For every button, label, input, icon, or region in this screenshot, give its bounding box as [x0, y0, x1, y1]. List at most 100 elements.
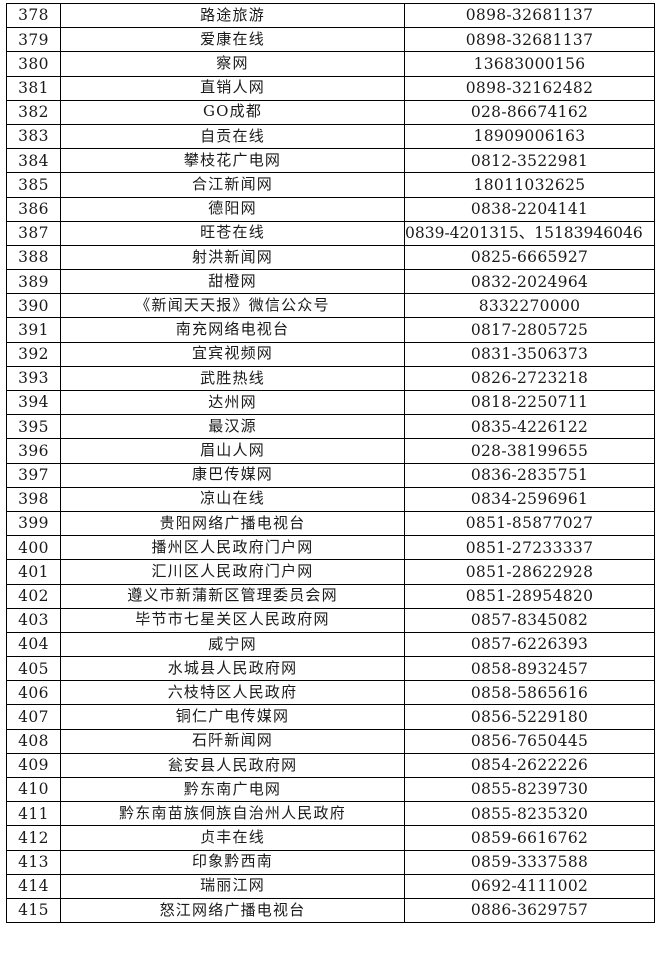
table-row: 379 爱康在线 0898-32681137 [6, 27, 655, 53]
table-row: 414 瑞丽江网 0692-4111002 [6, 873, 655, 899]
phone-number-cell: 13683000156 [404, 51, 655, 77]
organization-name-cell: 贵阳网络广播电视台 [60, 510, 405, 537]
phone-number-cell: 0859-6616762 [404, 825, 655, 851]
row-index-cell: 378 [6, 2, 61, 29]
organization-name-cell: 播州区人民政府门户网 [60, 535, 405, 561]
row-index-cell: 390 [6, 293, 61, 319]
row-index-cell: 392 [6, 341, 61, 367]
organization-name-cell: 凉山在线 [60, 486, 405, 512]
organization-name-cell: 贞丰在线 [60, 825, 405, 851]
table-row: 407 铜仁广电传媒网 0856-5229180 [6, 704, 655, 730]
row-index-cell: 403 [6, 607, 61, 633]
phone-number-cell: 0826-2723218 [404, 365, 655, 392]
organization-name-cell: 《新闻天天报》微信公众号 [60, 293, 405, 319]
row-index-cell: 404 [6, 631, 61, 658]
table-row: 411 黔东南苗族侗族自治州人民政府 0855-8235320 [6, 801, 655, 827]
row-index-cell: 400 [6, 535, 61, 561]
table-row: 400 播州区人民政府门户网 0851-27233337 [6, 535, 655, 561]
organization-name-cell: 康巴传媒网 [60, 462, 405, 488]
row-index-cell: 394 [6, 389, 61, 416]
row-index-cell: 384 [6, 148, 61, 174]
organization-name-cell: 石阡新闻网 [60, 728, 405, 754]
organization-name-cell: 察网 [60, 51, 405, 77]
phone-number-cell: 0834-2596961 [404, 486, 655, 512]
organization-name-cell: 遵义市新蒲新区管理委员会网 [60, 583, 405, 609]
row-index-cell: 413 [6, 849, 61, 875]
row-index-cell: 412 [6, 825, 61, 851]
table-body: 378 路途旅游 0898-32681137 379 爱康在线 0898-32681137… [6, 2, 655, 924]
table-row: 384 攀枝花广电网 0812-3522981 [6, 148, 655, 174]
table-row: 389 甜橙网 0832-2024964 [6, 269, 655, 295]
organization-name-cell: 眉山人网 [60, 438, 405, 464]
table-row: 388 射洪新闻网 0825-6665927 [6, 244, 655, 271]
row-index-cell: 385 [6, 172, 61, 198]
row-index-cell: 380 [6, 51, 61, 77]
row-index-cell: 415 [6, 897, 61, 924]
table-row: 404 威宁网 0857-6226393 [6, 631, 655, 658]
phone-number-cell: 0858-8932457 [404, 656, 655, 682]
phone-number-cell: 0851-28954820 [404, 583, 655, 609]
row-index-cell: 408 [6, 728, 61, 754]
phone-number-text: 0839-4201315、15183946046 [405, 224, 643, 243]
organization-name-cell: 直销人网 [60, 75, 405, 101]
table-row: 398 凉山在线 0834-2596961 [6, 486, 655, 512]
table-row: 390 《新闻天天报》微信公众号 8332270000 [6, 293, 655, 319]
table-row: 413 印象黔西南 0859-3337588 [6, 849, 655, 875]
table-row: 403 毕节市七星关区人民政府网 0857-8345082 [6, 607, 655, 633]
table-row: 395 最汉源 0835-4226122 [6, 414, 655, 440]
row-index-cell: 379 [6, 27, 61, 53]
table-row: 405 水城县人民政府网 0858-8932457 [6, 656, 655, 682]
table-row: 385 合江新闻网 18011032625 [6, 172, 655, 198]
organization-name-cell: 汇川区人民政府门户网 [60, 559, 405, 585]
row-index-cell: 409 [6, 752, 61, 779]
table-row: 387 旺苍在线 0839-4201315、15183946046 [6, 220, 655, 246]
phone-number-cell: 0856-5229180 [404, 704, 655, 730]
table-row: 409 瓮安县人民政府网 0854-2622226 [6, 752, 655, 779]
phone-number-cell: 0692-4111002 [404, 873, 655, 899]
table-row: 396 眉山人网 028-38199655 [6, 438, 655, 464]
organization-name-cell: 黔东南苗族侗族自治州人民政府 [60, 801, 405, 827]
organization-name-cell: 达州网 [60, 389, 405, 416]
organization-name-cell: 黔东南广电网 [60, 776, 405, 803]
phone-number-cell: 0851-27233337 [404, 535, 655, 561]
phone-number-cell: 0851-85877027 [404, 510, 655, 537]
phone-number-cell: 0898-32681137 [404, 2, 655, 29]
row-index-cell: 383 [6, 123, 61, 150]
row-index-cell: 401 [6, 559, 61, 585]
phone-number-cell: 0857-6226393 [404, 631, 655, 658]
table-row: 378 路途旅游 0898-32681137 [6, 2, 655, 29]
phone-number-cell: 0836-2835751 [404, 462, 655, 488]
table-row: 415 怒江网络广播电视台 0886-3629757 [6, 897, 655, 924]
organization-name-cell: 自贡在线 [60, 123, 405, 150]
phone-number-cell: 0851-28622928 [404, 559, 655, 585]
table-row: 392 宜宾视频网 0831-3506373 [6, 341, 655, 367]
phone-number-cell: 028-38199655 [404, 438, 655, 464]
phone-number-cell: 0855-8239730 [404, 776, 655, 803]
row-index-cell: 406 [6, 680, 61, 706]
phone-number-cell: 18909006163 [404, 123, 655, 150]
phone-number-cell: 0854-2622226 [404, 752, 655, 779]
table-row: 406 六枝特区人民政府 0858-5865616 [6, 680, 655, 706]
row-index-cell: 393 [6, 365, 61, 392]
table-row: 393 武胜热线 0826-2723218 [6, 365, 655, 392]
contact-directory-table: 378 路途旅游 0898-32681137 379 爱康在线 0898-32681137… [6, 2, 655, 924]
table-row: 399 贵阳网络广播电视台 0851-85877027 [6, 510, 655, 537]
row-index-cell: 396 [6, 438, 61, 464]
phone-number-cell: 028-86674162 [404, 99, 655, 125]
row-index-cell: 414 [6, 873, 61, 899]
row-index-cell: 407 [6, 704, 61, 730]
phone-number-cell: 0835-4226122 [404, 414, 655, 440]
organization-name-cell: 水城县人民政府网 [60, 656, 405, 682]
organization-name-cell: 武胜热线 [60, 365, 405, 392]
row-index-cell: 397 [6, 462, 61, 488]
row-index-cell: 410 [6, 776, 61, 803]
row-index-cell: 398 [6, 486, 61, 512]
row-index-cell: 395 [6, 414, 61, 440]
organization-name-cell: 宜宾视频网 [60, 341, 405, 367]
phone-number-cell: 0832-2024964 [404, 269, 655, 295]
row-index-cell: 388 [6, 244, 61, 271]
row-index-cell: 386 [6, 196, 61, 222]
row-index-cell: 411 [6, 801, 61, 827]
organization-name-cell: 路途旅游 [60, 2, 405, 29]
